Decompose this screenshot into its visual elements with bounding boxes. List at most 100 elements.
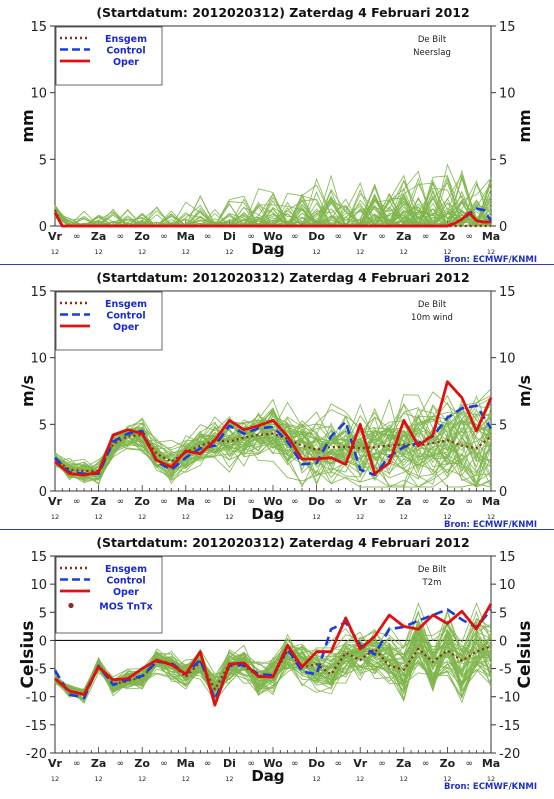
y-tick-label-right: 0 — [499, 220, 507, 235]
x-midnight-label: ∞ — [73, 497, 81, 507]
variable-label: T2m — [422, 578, 442, 588]
ensemble-member-line — [54, 411, 492, 481]
source-credit: Bron: ECMWF/KNMI — [444, 520, 537, 530]
x-hour-label: 12 — [487, 775, 495, 783]
x-hour-label: 12 — [269, 513, 277, 521]
x-midnight-label: ∞ — [335, 759, 343, 769]
x-hour-label: 12 — [487, 248, 495, 256]
series-line-ensgem — [54, 645, 492, 695]
y-tick-label-left: 5 — [39, 606, 47, 621]
ensemble-member-line — [54, 419, 492, 481]
x-hour-label: 12 — [94, 513, 102, 521]
x-hour-label: 12 — [443, 775, 451, 783]
y-tick-label-right: -15 — [499, 719, 520, 734]
y-tick-label-right: 5 — [499, 606, 507, 621]
x-hour-label: 12 — [400, 513, 408, 521]
x-day-label: Wo — [263, 495, 283, 508]
station-label: De Bilt — [418, 300, 447, 310]
wind-chart: (Startdatum: 2012020312) Zaterdag 4 Febr… — [18, 270, 537, 530]
x-day-label: Do — [308, 757, 325, 770]
y-tick-label-right: 10 — [499, 578, 516, 593]
y-tick-label-left: 10 — [30, 352, 47, 367]
x-midnight-label: ∞ — [335, 232, 343, 242]
legend-label: Control — [106, 311, 145, 322]
y-tick-label-left: 0 — [39, 485, 47, 500]
ensemble-member-line — [54, 408, 492, 476]
x-midnight-label: ∞ — [73, 232, 81, 242]
x-hour-label: 12 — [269, 775, 277, 783]
y-tick-label-left: 15 — [30, 550, 47, 565]
y-tick-label-right: -20 — [499, 747, 520, 762]
series-line-oper — [54, 603, 493, 707]
station-label: De Bilt — [418, 35, 447, 45]
y-tick-label-right: 5 — [499, 418, 507, 433]
x-day-label: Za — [91, 495, 106, 508]
legend-swatch — [68, 602, 74, 609]
y-tick-label-right: 15 — [499, 550, 516, 565]
x-midnight-label: ∞ — [335, 497, 343, 507]
x-hour-label: 12 — [182, 775, 190, 783]
legend-label: Oper — [113, 57, 139, 68]
x-hour-label: 12 — [269, 248, 277, 256]
wind-panel: (Startdatum: 2012020312) Zaterdag 4 Febr… — [0, 265, 554, 530]
x-hour-label: 12 — [51, 248, 59, 256]
x-day-label: Do — [308, 495, 325, 508]
x-hour-label: 12 — [225, 513, 233, 521]
x-midnight-label: ∞ — [117, 759, 125, 769]
y-tick-label-left: 0 — [39, 220, 47, 235]
precipitation-panel: (Startdatum: 2012020312) Zaterdag 4 Febr… — [0, 0, 554, 265]
y-tick-label-right: 0 — [499, 634, 507, 649]
panel-divider — [0, 529, 554, 530]
x-hour-label: 12 — [182, 248, 190, 256]
x-day-label: Za — [396, 495, 411, 508]
ensemble-member-line — [54, 434, 492, 488]
y-tick-label-right: -10 — [499, 691, 520, 706]
ensemble-members — [54, 163, 492, 228]
series-line-oper — [53, 211, 491, 228]
series-line-oper — [54, 380, 493, 477]
x-hour-label: 12 — [356, 248, 364, 256]
x-day-label: Vr — [353, 230, 368, 243]
x-midnight-label: ∞ — [247, 232, 255, 242]
y-tick-label-right: 5 — [499, 153, 507, 168]
legend-label: Control — [106, 46, 145, 57]
ensemble-member-line — [54, 610, 492, 701]
y-tick-label-left: 5 — [39, 418, 47, 433]
x-hour-label: 12 — [94, 775, 102, 783]
x-midnight-label: ∞ — [291, 759, 299, 769]
legend-box — [55, 26, 163, 86]
y-tick-label-left: -10 — [26, 691, 47, 706]
x-hour-label: 12 — [312, 248, 320, 256]
x-midnight-label: ∞ — [73, 759, 81, 769]
x-day-label: Za — [396, 230, 411, 243]
x-day-label: Di — [223, 230, 236, 243]
x-hour-label: 12 — [312, 775, 320, 783]
ensemble-member-line — [54, 635, 492, 695]
x-day-label: Za — [396, 757, 411, 770]
x-day-label: Ma — [482, 230, 500, 243]
y-tick-label-right: 0 — [499, 485, 507, 500]
y-tick-label-right: 15 — [499, 285, 516, 300]
x-midnight-label: ∞ — [465, 497, 473, 507]
x-hour-label: 12 — [312, 513, 320, 521]
x-midnight-label: ∞ — [247, 759, 255, 769]
legend-box — [55, 556, 163, 634]
x-day-label: Vr — [48, 757, 63, 770]
x-midnight-label: ∞ — [465, 232, 473, 242]
legend-label: Control — [106, 576, 145, 587]
x-midnight-label: ∞ — [160, 497, 168, 507]
source-credit: Bron: ECMWF/KNMI — [444, 255, 537, 265]
x-day-label: Ma — [177, 230, 195, 243]
ensemble-member-line — [54, 418, 492, 481]
x-day-label: Zo — [134, 757, 150, 770]
variable-label: 10m wind — [411, 313, 453, 323]
chart-title: (Startdatum: 2012020312) Zaterdag 4 Febr… — [96, 5, 469, 20]
x-hour-label: 12 — [225, 248, 233, 256]
y-axis-label-right: m/s — [515, 375, 534, 407]
x-hour-label: 12 — [51, 513, 59, 521]
x-midnight-label: ∞ — [160, 759, 168, 769]
chart-title: (Startdatum: 2012020312) Zaterdag 4 Febr… — [96, 535, 469, 550]
y-tick-label-left: 15 — [30, 20, 47, 35]
legend-label: Ensgem — [105, 564, 147, 575]
